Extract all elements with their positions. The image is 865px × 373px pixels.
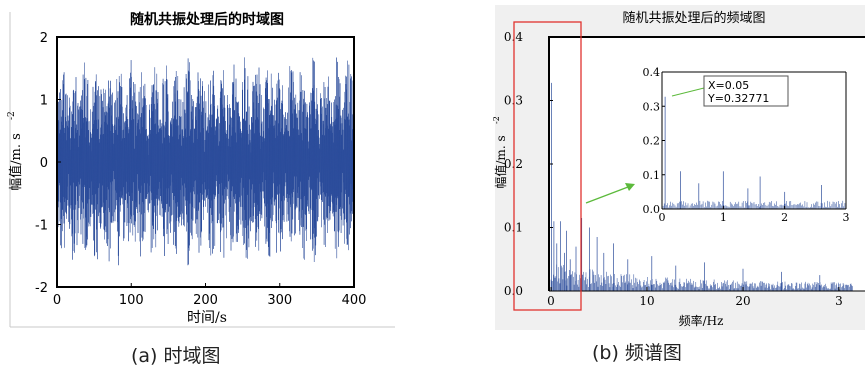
chart-a-ytick-label: 1 [40, 94, 48, 109]
chart-a-xtick-label: 200 [193, 293, 218, 308]
chart-a-ytick-label: 0 [40, 156, 48, 171]
time-domain-chart: 随机共振处理后的时域图 0 100 200 300 400 -2 -1 0 1 2 时间/s 幅值… [7, 11, 395, 328]
inset-ytick-label: 0.4 [643, 66, 661, 79]
inset-ytick-label: 0.1 [643, 169, 661, 182]
spectrum-series [550, 82, 853, 291]
caption-a: (a) 时域图 [131, 345, 221, 367]
caption-b: (b) 频谱图 [592, 342, 682, 364]
chart-a-ytick-label: -2 [35, 281, 48, 296]
chart-a-xtick-label: 400 [342, 293, 367, 308]
highlight-region-box [513, 21, 582, 311]
chart-b-xtick-label: 0 [547, 294, 555, 308]
inset-ytick-label: 0.0 [643, 203, 661, 216]
chart-a-ytick-label: -1 [35, 219, 48, 234]
zoom-arrow-head [625, 183, 635, 191]
datatip-y: Y=0.32771 [707, 92, 769, 105]
chart-a-title: 随机共振处理后的时域图 [130, 11, 284, 28]
chart-a-ticks: 0 100 200 300 400 -2 -1 0 1 2 [35, 31, 366, 308]
chart-b-xlabel: 频率/Hz [679, 313, 724, 328]
chart-b-ylabel-group: 幅值/m. s -2 [492, 116, 508, 188]
chart-a-ylabel: 幅值/m. s [8, 133, 24, 191]
inset-ticks: 0.0 0.1 0.2 0.3 0.4 0 1 2 3 [643, 66, 850, 224]
inset-xtick-label: 0 [659, 211, 666, 224]
chart-a-xtick-label: 300 [267, 293, 292, 308]
inset-xtick-label: 1 [720, 211, 727, 224]
time-domain-panel: 随机共振处理后的时域图 0 100 200 300 400 -2 -1 0 1 2 时间/s 幅值… [0, 0, 432, 369]
chart-b-xtick-label: 3 [835, 294, 843, 308]
inset-ytick-label: 0.2 [643, 135, 661, 148]
chart-a-xtick-label: 0 [53, 293, 61, 308]
datatip-x: X=0.05 [708, 79, 749, 92]
frequency-domain-panel: 随机共振处理后的频域图 0.0 0.1 0.2 0.3 0.4 0 10 20 3 频率/Hz … [432, 0, 865, 369]
chart-a-ylabel-group: 幅值/m. s -2 [7, 111, 24, 191]
chart-a-xtick-label: 100 [119, 293, 144, 308]
inset-xtick-label: 2 [781, 211, 788, 224]
chart-b-xtick-label: 20 [735, 294, 750, 308]
chart-b-title: 随机共振处理后的频域图 [622, 10, 765, 26]
time-signal-line [56, 57, 355, 266]
zoom-arrow-line [585, 186, 629, 204]
inset-spectrum-series [661, 96, 846, 209]
inset-xtick-label: 3 [843, 211, 850, 224]
datatip-box [703, 75, 789, 107]
chart-b-ticks: 0.00.10.20.30.40 10 20 3 [504, 30, 843, 308]
chart-a-ytick-label: 2 [40, 31, 48, 46]
chart-b-xtick-label: 10 [639, 294, 654, 308]
frequency-domain-chart: 随机共振处理后的频域图 0.00.10.20.30.40 10 20 3 频率/Hz … [492, 5, 865, 330]
chart-b-ylabel-sup: -2 [492, 116, 501, 124]
inset-ytick-label: 0.3 [643, 100, 661, 113]
time-signal-series [56, 57, 355, 266]
chart-a-xlabel: 时间/s [187, 310, 227, 326]
datatip-leader [671, 87, 705, 97]
chart-b-ylabel: 幅值/m. s [493, 135, 508, 188]
chart-a-ylabel-sup: -2 [7, 111, 17, 120]
